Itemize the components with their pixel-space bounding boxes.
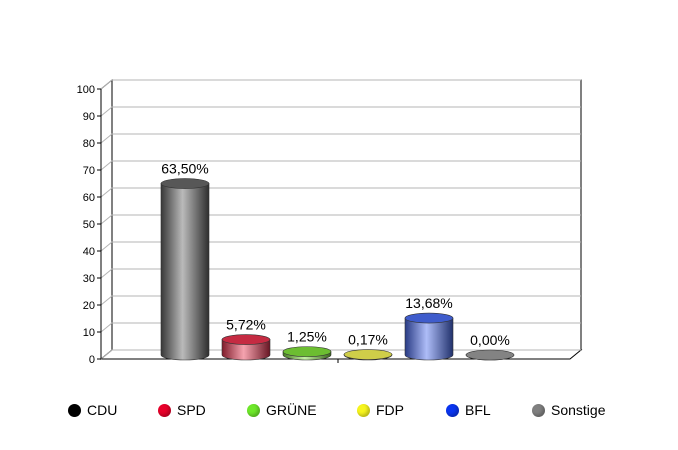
grid-line: [100, 268, 581, 279]
y-tick-label: 80: [83, 138, 95, 150]
bar-fdp: [343, 349, 393, 361]
bar-top: [221, 334, 271, 345]
y-axis: 0 10 20 30 40 50 60 70 80 90 100: [77, 84, 339, 366]
y-tick-label: 90: [83, 111, 95, 123]
bar-sonstige: [465, 349, 515, 361]
legend-swatch: [158, 403, 171, 417]
bar-bfl: [404, 312, 454, 361]
grid-line: [100, 214, 581, 225]
grid-line: [100, 160, 581, 171]
legend-item: CDU: [68, 400, 117, 420]
grid-line: [100, 79, 581, 90]
value-labels: 63,50% 5,72% 1,25% 0,17% 13,68% 0,00%: [161, 161, 510, 348]
legend-swatch: [68, 403, 81, 417]
grid-line: [100, 133, 581, 144]
bar-body: [221, 339, 271, 361]
legend-swatch: [357, 403, 370, 417]
value-label: 0,00%: [470, 332, 510, 348]
legend-item: FDP: [357, 400, 404, 420]
value-label: 13,68%: [405, 295, 452, 311]
grid-lines: [100, 79, 581, 360]
bar-grüne: [282, 346, 332, 361]
legend-label: GRÜNE: [266, 402, 317, 418]
bar-top: [465, 349, 515, 361]
y-tick-label: 30: [83, 273, 95, 285]
bar-body: [160, 183, 210, 361]
legend-item: SPD: [158, 400, 206, 420]
y-tick-label: 10: [83, 327, 95, 339]
y-tick-label: 20: [83, 300, 95, 312]
bar-body: [404, 317, 454, 361]
legend: CDU SPD GRÜNE FDP BFL Sonstige: [0, 400, 678, 422]
legend-label: Sonstige: [551, 402, 606, 418]
grid-line: [100, 241, 581, 252]
grid-line: [100, 187, 581, 198]
bar-top: [282, 346, 332, 357]
value-label: 63,50%: [161, 161, 208, 177]
legend-label: SPD: [177, 402, 206, 418]
grid-line: [100, 106, 581, 117]
bar-spd: [221, 334, 271, 361]
legend-item: BFL: [446, 400, 491, 420]
y-tick-label: 100: [77, 84, 95, 96]
legend-label: FDP: [376, 402, 404, 418]
legend-item: GRÜNE: [247, 400, 317, 420]
legend-swatch: [247, 403, 260, 417]
legend-item: Sonstige: [532, 400, 605, 420]
legend-label: BFL: [465, 402, 491, 418]
bar-cdu: [160, 178, 210, 361]
value-label: 1,25%: [287, 329, 327, 345]
value-label: 5,72%: [226, 317, 266, 333]
legend-label: CDU: [87, 402, 118, 418]
bar-top: [404, 312, 454, 324]
y-tick-label: 60: [83, 192, 95, 204]
value-label: 0,17%: [348, 332, 388, 348]
legend-swatch: [532, 403, 545, 417]
y-tick-label: 40: [83, 246, 95, 258]
y-tick-label: 50: [83, 219, 95, 231]
legend-swatch: [446, 403, 459, 417]
bar-top: [160, 178, 210, 189]
y-tick-label: 0: [89, 354, 95, 366]
bars: [160, 178, 515, 361]
grid-line: [100, 295, 581, 306]
y-tick-label: 70: [83, 165, 95, 177]
bar-top: [343, 349, 393, 360]
